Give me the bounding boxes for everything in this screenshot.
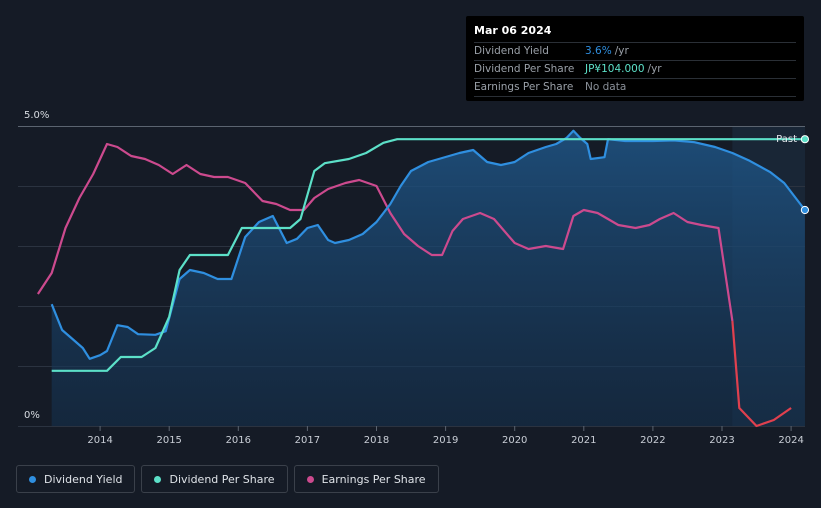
legend-item-dividend-yield[interactable]: Dividend Yield: [16, 465, 136, 493]
tooltip-suffix: /yr: [614, 45, 629, 57]
legend-label: Dividend Per Share: [169, 472, 275, 486]
legend: Dividend Yield Dividend Per Share Earnin…: [16, 465, 439, 493]
tooltip-value: 3.6%: [585, 45, 612, 57]
legend-item-earnings-per-share[interactable]: Earnings Per Share: [293, 465, 439, 493]
x-tick-label: 2022: [640, 435, 665, 446]
x-axis-ticks: 2014 2015 2016 2017 2018 2019 2020 2021 2022 2023…: [87, 426, 804, 446]
series-dividend-yield-line: [50, 129, 806, 360]
tooltip-value-group: 3.6%/yr: [585, 43, 629, 60]
x-tick-label: 2018: [364, 435, 389, 446]
x-tick-label: 2020: [502, 435, 527, 446]
legend-dot-icon: [29, 475, 36, 483]
tooltip-label: Dividend Per Share: [474, 63, 575, 75]
tooltip-value-group: No data: [585, 79, 629, 96]
tooltip-row-earnings-per-share: Earnings Per Share No data: [474, 78, 796, 97]
dividend-yield-end-dot: [800, 205, 810, 215]
x-tick-label: 2024: [778, 435, 803, 446]
series-earnings-per-share-line: [36, 142, 734, 322]
tooltip-label: Earnings Per Share: [474, 81, 574, 93]
x-tick-label: 2021: [571, 435, 596, 446]
tooltip-value-group: JP¥104.000/yr: [585, 61, 662, 78]
legend-item-dividend-per-share[interactable]: Dividend Per Share: [141, 465, 288, 493]
y-min-label: 0%: [24, 410, 40, 421]
x-tick-label: 2015: [156, 435, 181, 446]
legend-label: Dividend Yield: [44, 472, 123, 486]
legend-label: Earnings Per Share: [321, 472, 426, 486]
tooltip-suffix: /yr: [647, 63, 662, 75]
dividend-per-share-end-dot: [800, 135, 810, 144]
x-tick-label: 2019: [433, 435, 458, 446]
legend-dot-icon: [154, 475, 162, 483]
dividend-yield-area: [51, 130, 805, 427]
y-max-label: 5.0%: [24, 110, 49, 121]
tooltip-row-dividend-yield: Dividend Yield 3.6%/yr: [474, 42, 796, 60]
past-label: Past: [776, 134, 797, 145]
tooltip-label: Dividend Yield: [474, 45, 549, 57]
x-tick-label: 2016: [226, 435, 251, 446]
x-tick-label: 2017: [295, 435, 320, 446]
tooltip-row-dividend-per-share: Dividend Per Share JP¥104.000/yr: [474, 60, 796, 78]
tooltip: Mar 06 2024 Dividend Yield 3.6%/yr Divid…: [466, 16, 804, 101]
tooltip-value: JP¥104.000: [585, 63, 645, 75]
series-earnings-per-share-line-recent: [731, 320, 792, 428]
x-tick-label: 2014: [87, 435, 112, 446]
tooltip-date: Mar 06 2024: [474, 24, 552, 37]
series-dividend-per-share-line: [51, 138, 805, 372]
tooltip-value: No data: [585, 81, 627, 93]
x-tick-label: 2023: [709, 435, 734, 446]
legend-dot-icon: [306, 475, 314, 483]
